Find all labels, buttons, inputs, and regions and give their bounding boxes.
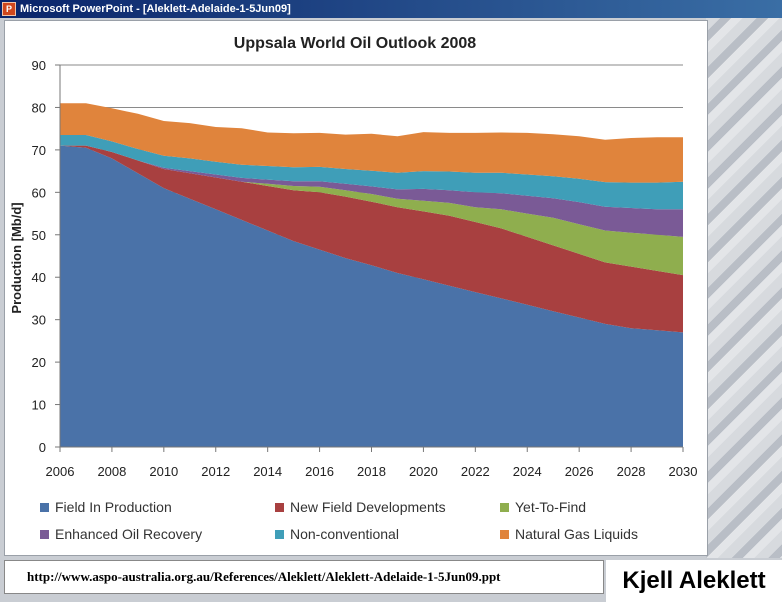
- legend-label: New Field Developments: [290, 499, 446, 515]
- y-tick-label: 50: [32, 228, 46, 243]
- y-axis-label: Production [Mb/d]: [9, 202, 24, 313]
- area-new-field-developments: [60, 145, 683, 333]
- y-tick-label: 80: [32, 100, 46, 115]
- x-tick-label: 2010: [149, 464, 178, 479]
- legend-label: Field In Production: [55, 499, 172, 515]
- legend-item: Natural Gas Liquids: [500, 524, 638, 544]
- x-tick-label: 2012: [201, 464, 230, 479]
- y-tick-label: 30: [32, 313, 46, 328]
- y-tick-label: 40: [32, 270, 46, 285]
- area-enhanced-oil-recovery: [60, 145, 683, 237]
- x-tick-label: 2016: [305, 464, 334, 479]
- legend-label: Yet-To-Find: [515, 499, 587, 515]
- legend-swatch: [275, 502, 284, 512]
- legend-label: Natural Gas Liquids: [515, 526, 638, 542]
- y-tick-label: 20: [32, 355, 46, 370]
- legend-item: Field In Production: [40, 497, 172, 517]
- legend-item: New Field Developments: [275, 497, 446, 517]
- legend-swatch: [40, 529, 49, 539]
- y-tick-label: 10: [32, 398, 46, 413]
- x-tick-label: 2024: [513, 464, 542, 479]
- area-natural-gas-liquids: [60, 103, 683, 183]
- x-tick-label: 2026: [565, 464, 594, 479]
- chart: Uppsala World Oil Outlook 2008 Productio…: [9, 35, 698, 479]
- window-title: Microsoft PowerPoint - [Aleklett-Adelaid…: [20, 3, 291, 15]
- y-tick-label: 60: [32, 185, 46, 200]
- legend-label: Enhanced Oil Recovery: [55, 526, 203, 542]
- chart-legend: Field In Production New Field Development…: [40, 496, 700, 550]
- area-yet-to-find: [60, 145, 683, 276]
- y-tick-label: 70: [32, 143, 46, 158]
- legend-swatch: [500, 529, 509, 539]
- stacked-areas: [60, 103, 683, 447]
- area-field-in-production: [60, 145, 683, 447]
- legend-item: Enhanced Oil Recovery: [40, 524, 202, 544]
- legend-swatch: [275, 529, 284, 539]
- legend-item: Non-conventional: [275, 524, 399, 544]
- chart-title: Uppsala World Oil Outlook 2008: [234, 35, 477, 52]
- author-name: Kjell Aleklett: [606, 560, 782, 602]
- y-tick-label: 90: [32, 58, 46, 73]
- x-tick-label: 2020: [409, 464, 438, 479]
- slide-background-texture: [706, 18, 782, 558]
- x-tick-label: 2030: [669, 464, 698, 479]
- legend-item: Yet-To-Find: [500, 497, 586, 517]
- x-tick-label: 2018: [357, 464, 386, 479]
- x-tick-label: 2028: [617, 464, 646, 479]
- source-url: http://www.aspo-australia.org.au/Referen…: [4, 560, 604, 594]
- legend-swatch: [500, 502, 509, 512]
- x-tick-label: 2008: [97, 464, 126, 479]
- x-tick-label: 2006: [46, 464, 75, 479]
- x-tick-label: 2014: [253, 464, 282, 479]
- y-tick-label: 0: [39, 440, 46, 455]
- x-tick-label: 2022: [461, 464, 490, 479]
- window-titlebar[interactable]: P Microsoft PowerPoint - [Aleklett-Adela…: [0, 0, 782, 18]
- legend-label: Non-conventional: [290, 526, 399, 542]
- area-non-conventional: [60, 135, 683, 210]
- legend-swatch: [40, 502, 49, 512]
- powerpoint-icon: P: [2, 2, 16, 16]
